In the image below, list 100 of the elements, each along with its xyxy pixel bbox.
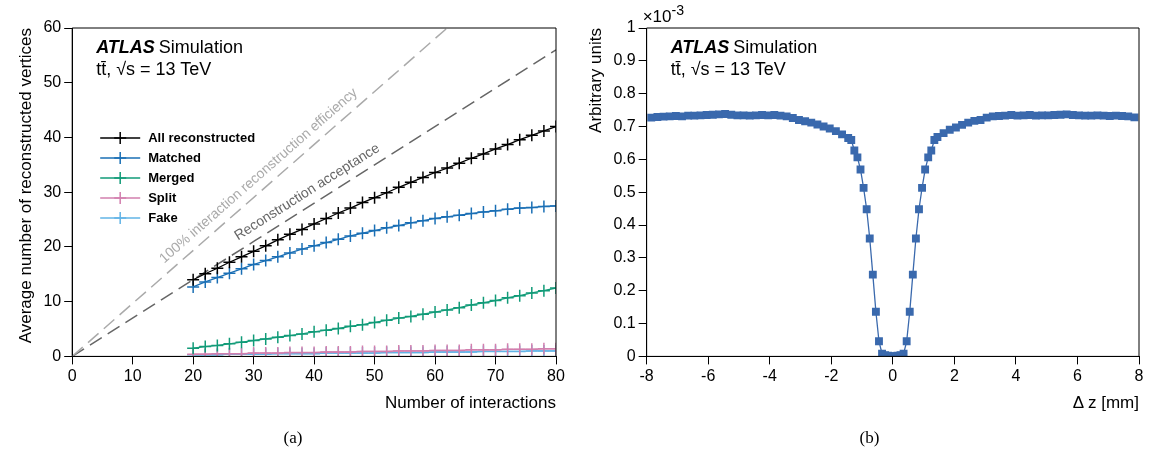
point	[222, 266, 237, 280]
x-tick-label: 8	[1134, 367, 1144, 385]
point	[319, 323, 333, 337]
point	[331, 321, 346, 336]
legend-label: Fake	[148, 209, 178, 225]
x-tick-label: 70	[486, 367, 505, 385]
point	[246, 333, 261, 348]
point	[416, 170, 430, 185]
y-tick-label: 0.2	[613, 281, 636, 299]
point	[537, 283, 551, 298]
point	[392, 218, 406, 233]
y-tick-label: 0.9	[613, 51, 636, 69]
point	[452, 300, 466, 315]
point	[440, 161, 454, 175]
point	[186, 273, 200, 287]
point	[428, 165, 442, 180]
point	[271, 330, 285, 344]
point	[428, 305, 442, 319]
point	[379, 221, 394, 235]
point	[404, 309, 418, 324]
point	[234, 250, 249, 264]
point	[319, 211, 333, 226]
y-tick-label: 0.8	[613, 84, 636, 102]
x-tick-label: -8	[639, 367, 654, 385]
point	[186, 341, 200, 355]
point	[464, 298, 479, 312]
x-tick-label: 20	[184, 367, 203, 385]
point	[525, 286, 539, 300]
point	[355, 317, 370, 332]
x-tick-label: -4	[762, 367, 777, 385]
point	[234, 262, 249, 276]
point	[283, 328, 297, 343]
point	[307, 239, 321, 253]
point	[488, 204, 503, 218]
point	[392, 311, 406, 325]
point	[416, 307, 430, 322]
point	[319, 235, 333, 250]
point	[512, 132, 527, 147]
point	[379, 186, 394, 200]
y-tick-label: 1	[626, 18, 636, 36]
point	[512, 288, 527, 303]
legend-label: Split	[148, 189, 178, 205]
annotation: Simulation	[158, 37, 243, 57]
y-tick-label: 20	[43, 237, 62, 255]
point	[404, 216, 418, 230]
y-tick-label: 0	[52, 346, 62, 364]
x-tick-label: 0	[888, 367, 898, 385]
point	[343, 201, 358, 215]
y-tick-label: 0	[626, 346, 636, 364]
point	[525, 200, 539, 215]
point	[222, 255, 237, 270]
point	[367, 190, 382, 205]
x-axis-title: Δ z [mm]	[1072, 393, 1139, 413]
point	[210, 261, 225, 276]
y-tick-label: 0.6	[613, 149, 636, 167]
point	[525, 128, 539, 143]
point	[343, 229, 358, 243]
x-tick-label: 80	[547, 367, 565, 385]
x-tick-label: 6	[1073, 367, 1082, 385]
point	[222, 337, 237, 351]
x-tick-label: 40	[305, 367, 324, 385]
point	[488, 293, 503, 308]
point	[440, 210, 454, 224]
point	[428, 211, 442, 226]
point	[379, 313, 394, 328]
legend-label: Merged	[148, 169, 195, 185]
x-tick-label: -6	[701, 367, 716, 385]
point	[331, 232, 346, 247]
point	[295, 242, 309, 256]
x-tick-label: 10	[123, 367, 142, 385]
y-tick-label: 60	[43, 18, 62, 36]
point	[295, 327, 309, 341]
y-axis-title: Arbitrary units	[585, 28, 605, 133]
x-tick-label: 50	[365, 367, 384, 385]
point	[367, 315, 382, 330]
point	[537, 199, 551, 214]
text: (a)	[282, 428, 304, 448]
annotation: Simulation	[733, 37, 818, 57]
y-tick-label: 10	[43, 292, 62, 310]
x-tick-label: 60	[426, 367, 445, 385]
point	[331, 206, 346, 220]
point	[343, 319, 358, 334]
x-axis-title: Number of interactions	[384, 393, 556, 413]
point	[512, 201, 527, 215]
point	[283, 246, 297, 260]
point	[500, 137, 515, 152]
point	[416, 213, 430, 228]
point	[355, 195, 370, 210]
point	[464, 206, 479, 221]
x-tick-label: 0	[67, 367, 77, 385]
point	[210, 338, 225, 353]
text: (b)	[858, 428, 881, 448]
point	[258, 332, 273, 346]
y-axis-title: Average number of reconstructed vertices	[15, 28, 35, 344]
y-tick-label: 40	[43, 127, 62, 145]
point	[464, 151, 479, 166]
x-tick-label: 2	[949, 367, 959, 385]
point	[404, 175, 418, 190]
point	[246, 257, 261, 272]
point	[500, 202, 515, 216]
